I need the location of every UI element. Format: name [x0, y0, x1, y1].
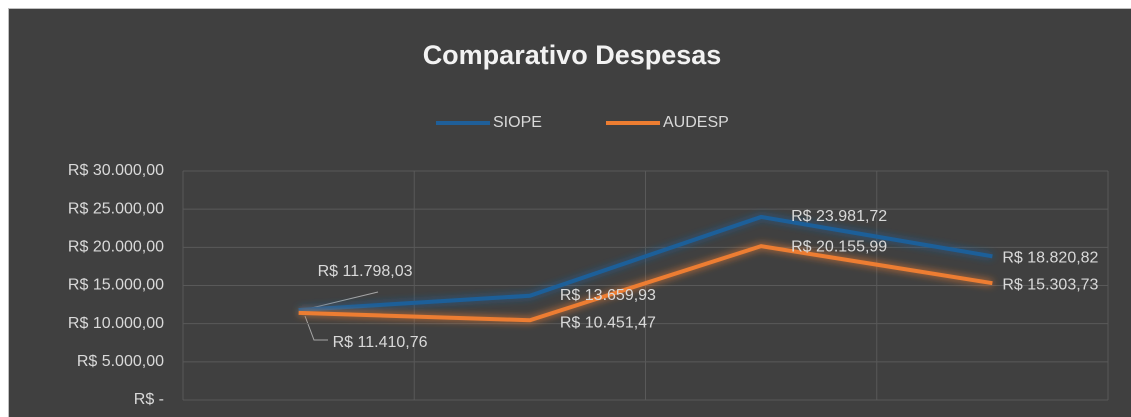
data-label: R$ 11.798,03	[318, 263, 413, 280]
data-label: R$ 20.155,99	[791, 238, 887, 255]
series-line	[298, 244, 993, 323]
y-tick-label: R$ 15.000,00	[68, 277, 164, 294]
y-tick-label: R$ -	[134, 391, 164, 408]
chart-title: Comparativo Despesas	[423, 40, 722, 70]
y-tick-label: R$ 10.000,00	[68, 315, 164, 332]
data-label: R$ 15.303,73	[1002, 276, 1098, 293]
y-tick-label: R$ 30.000,00	[68, 162, 164, 179]
y-tick-label: R$ 20.000,00	[68, 239, 164, 256]
legend-label: AUDESP	[663, 114, 729, 131]
data-label: R$ 23.981,72	[791, 208, 887, 225]
data-label: R$ 18.820,82	[1002, 250, 1098, 267]
series-line	[298, 214, 993, 312]
y-tick-label: R$ 5.000,00	[77, 353, 164, 370]
chart-background	[8, 8, 1131, 417]
data-label: R$ 13.659,93	[560, 287, 656, 304]
data-label: R$ 11.410,76	[333, 334, 428, 351]
legend-label: SIOPE	[493, 114, 542, 131]
y-tick-label: R$ 25.000,00	[68, 200, 164, 217]
data-label: R$ 10.451,47	[560, 314, 656, 331]
